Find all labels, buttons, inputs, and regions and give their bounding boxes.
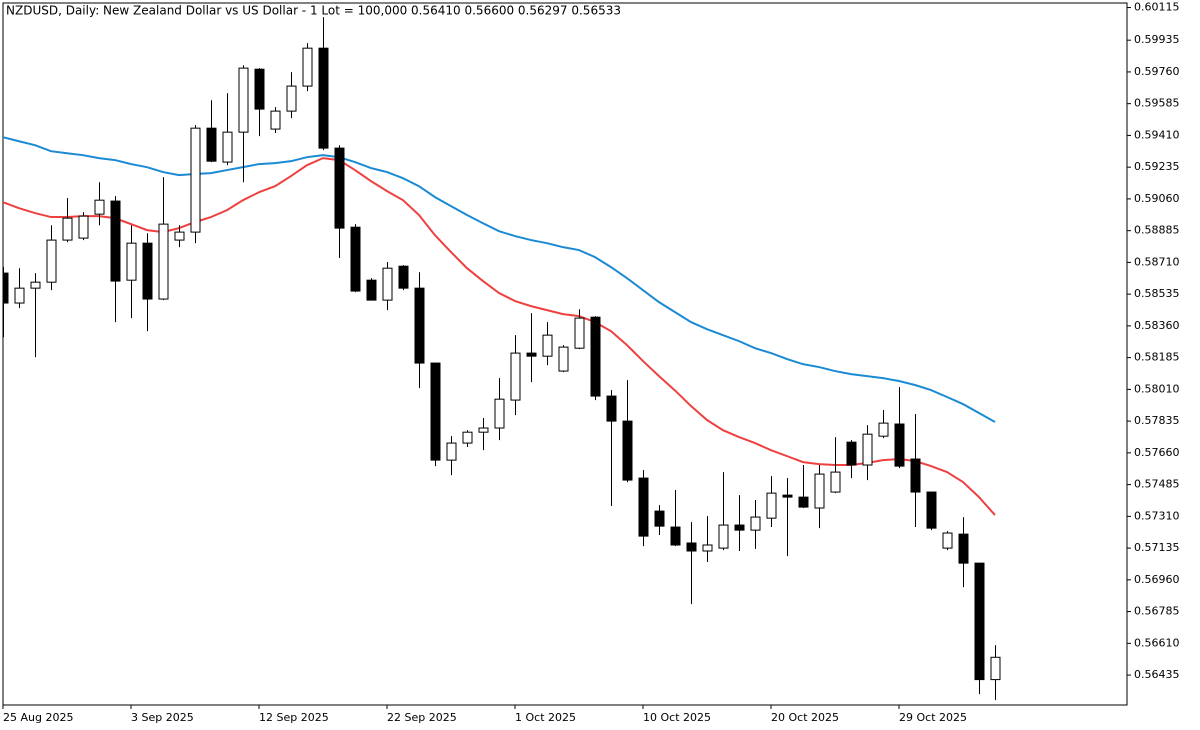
candle-body — [78, 215, 89, 239]
candle-body — [174, 231, 185, 241]
y-tick-label: 0.56785 — [1134, 605, 1180, 618]
candle-body — [942, 532, 953, 549]
y-tick-label: 0.57485 — [1134, 478, 1180, 491]
x-tick-label: 29 Oct 2025 — [899, 711, 967, 724]
candle-body — [222, 131, 233, 163]
candle-body — [142, 242, 153, 300]
y-tick-label: 0.59060 — [1134, 192, 1180, 205]
candle-body — [3, 272, 9, 304]
chart-title: NZDUSD, Daily: New Zealand Dollar vs US … — [6, 4, 621, 18]
y-tick-label: 0.59410 — [1134, 128, 1180, 141]
candle-body — [270, 110, 281, 130]
x-tick-label: 1 Oct 2025 — [515, 711, 576, 724]
candle-body — [190, 127, 201, 233]
candle-body — [782, 494, 793, 498]
y-tick-label: 0.57310 — [1134, 509, 1180, 522]
candle-body — [702, 544, 713, 552]
y-tick-label: 0.57135 — [1134, 541, 1180, 554]
x-tick-label: 20 Oct 2025 — [771, 711, 839, 724]
candle-body — [462, 431, 473, 444]
candle-body — [542, 334, 553, 357]
candle-body — [814, 473, 825, 509]
y-tick-label: 0.58535 — [1134, 287, 1180, 300]
y-tick-label: 0.56435 — [1134, 668, 1180, 681]
candle-body — [414, 287, 425, 364]
candle-body — [350, 226, 361, 292]
x-tick-label: 25 Aug 2025 — [3, 711, 73, 724]
candle-body — [670, 526, 681, 546]
candle-body — [878, 422, 889, 437]
y-tick-label: 0.56960 — [1134, 573, 1180, 586]
moving-average-line — [3, 136, 996, 423]
candle-body — [366, 279, 377, 301]
candle-body — [430, 362, 441, 461]
candle-body — [30, 281, 41, 289]
candle-body — [238, 67, 249, 133]
candle-body — [654, 510, 665, 527]
candle-body — [750, 516, 761, 531]
candle-body — [110, 200, 121, 282]
candle-body — [638, 477, 649, 537]
candle-body — [158, 223, 169, 300]
y-tick-label: 0.59760 — [1134, 65, 1180, 78]
candle-body — [334, 147, 345, 229]
candle-body — [558, 346, 569, 372]
candle-body — [302, 47, 313, 87]
y-tick-label: 0.58360 — [1134, 319, 1180, 332]
candle-body — [766, 492, 777, 519]
candle-body — [286, 85, 297, 112]
candle-body — [62, 217, 73, 241]
candle-body — [606, 395, 617, 422]
candle-body — [846, 441, 857, 466]
y-tick-label: 0.58710 — [1134, 255, 1180, 268]
candle-body — [574, 317, 585, 349]
candle-body — [862, 433, 873, 466]
candle-body — [478, 427, 489, 433]
candle-body — [510, 352, 521, 401]
candle-body — [590, 316, 601, 397]
candle-body — [46, 239, 57, 283]
candle-body — [94, 199, 105, 215]
candle-body — [830, 471, 841, 493]
candle-body — [494, 398, 505, 429]
y-tick-label: 0.58885 — [1134, 224, 1180, 237]
candle-body — [686, 542, 697, 552]
candle-body — [382, 267, 393, 301]
candle-body — [798, 496, 809, 508]
candle-body — [910, 458, 921, 493]
y-tick-label: 0.56610 — [1134, 636, 1180, 649]
y-tick-label: 0.58185 — [1134, 351, 1180, 364]
candle-body — [734, 524, 745, 531]
candle-body — [622, 420, 633, 481]
candle-body — [926, 491, 937, 529]
candle-body — [398, 265, 409, 289]
candle-body — [894, 423, 905, 467]
candle-body — [254, 68, 265, 110]
candle-body — [206, 127, 217, 162]
x-tick-label: 12 Sep 2025 — [259, 711, 329, 724]
y-tick-label: 0.57660 — [1134, 446, 1180, 459]
x-tick-label: 3 Sep 2025 — [131, 711, 194, 724]
candle-body — [974, 562, 985, 681]
y-tick-label: 0.58010 — [1134, 382, 1180, 395]
y-tick-label: 0.59935 — [1134, 33, 1180, 46]
candle-body — [14, 287, 25, 304]
y-tick-label: 0.59235 — [1134, 160, 1180, 173]
candle-body — [990, 656, 1001, 681]
candle-body — [526, 352, 537, 357]
candle-body — [126, 242, 137, 281]
x-tick-label: 10 Oct 2025 — [643, 711, 711, 724]
candle-body — [446, 442, 457, 461]
x-tick-label: 22 Sep 2025 — [387, 711, 457, 724]
plot-area — [3, 17, 1001, 701]
y-tick-label: 0.59585 — [1134, 97, 1180, 110]
candle-body — [958, 533, 969, 564]
y-tick-label: 0.60115 — [1134, 1, 1180, 14]
candle-body — [318, 47, 329, 149]
candle-body — [718, 524, 729, 549]
y-tick-label: 0.57835 — [1134, 414, 1180, 427]
